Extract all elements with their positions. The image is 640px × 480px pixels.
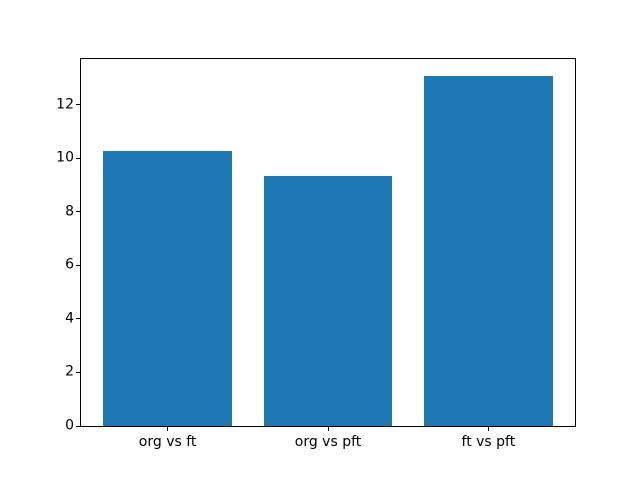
y-tick-label: 2 — [65, 363, 74, 380]
y-tick-mark — [76, 157, 80, 159]
y-tick-label: 8 — [65, 203, 74, 220]
plot-area: org vs ft org vs pft ft vs pft 0 2 4 6 8 10 12 — [56, 58, 576, 450]
y-tick-label: 10 — [56, 149, 74, 166]
x-tick-mark — [327, 427, 329, 431]
y-tick-mark — [76, 104, 80, 106]
y-tick-mark — [76, 264, 80, 266]
y-tick-mark — [76, 318, 80, 320]
y-tick-label: 4 — [65, 310, 74, 327]
x-tick-label: org vs pft — [294, 434, 362, 450]
bar-ft-vs-pft — [424, 76, 553, 426]
x-tick-label: ft vs pft — [461, 434, 516, 450]
x-tick-mark — [487, 427, 489, 431]
y-tick-label: 6 — [65, 256, 74, 273]
y-tick-label: 12 — [56, 96, 74, 113]
y-tick-mark — [76, 425, 80, 427]
x-tick-mark — [167, 427, 169, 431]
bar-org-vs-pft — [263, 175, 393, 426]
y-tick-mark — [76, 371, 80, 373]
y-tick-mark — [76, 211, 80, 213]
bar-org-vs-ft — [103, 151, 232, 426]
x-tick-label: org vs ft — [138, 434, 197, 450]
y-tick-label: 0 — [65, 417, 74, 434]
